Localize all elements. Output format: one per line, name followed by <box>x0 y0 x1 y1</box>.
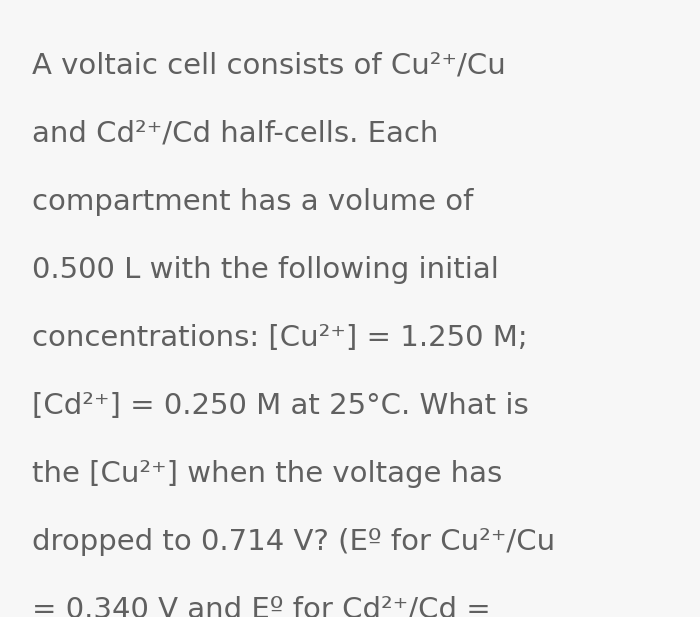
Text: 0.500 L with the following initial: 0.500 L with the following initial <box>32 256 499 284</box>
Text: the [Cu²⁺] when the voltage has: the [Cu²⁺] when the voltage has <box>32 460 503 488</box>
Text: compartment has a volume of: compartment has a volume of <box>32 188 473 216</box>
Text: [Cd²⁺] = 0.250 M at 25°C. What is: [Cd²⁺] = 0.250 M at 25°C. What is <box>32 392 528 420</box>
Text: = 0.340 V and Eº for Cd²⁺/Cd =: = 0.340 V and Eº for Cd²⁺/Cd = <box>32 596 491 617</box>
Text: dropped to 0.714 V? (Eº for Cu²⁺/Cu: dropped to 0.714 V? (Eº for Cu²⁺/Cu <box>32 528 555 556</box>
Text: A voltaic cell consists of Cu²⁺/Cu: A voltaic cell consists of Cu²⁺/Cu <box>32 52 505 80</box>
Text: concentrations: [Cu²⁺] = 1.250 M;: concentrations: [Cu²⁺] = 1.250 M; <box>32 324 528 352</box>
Text: and Cd²⁺/Cd half-cells. Each: and Cd²⁺/Cd half-cells. Each <box>32 120 438 148</box>
